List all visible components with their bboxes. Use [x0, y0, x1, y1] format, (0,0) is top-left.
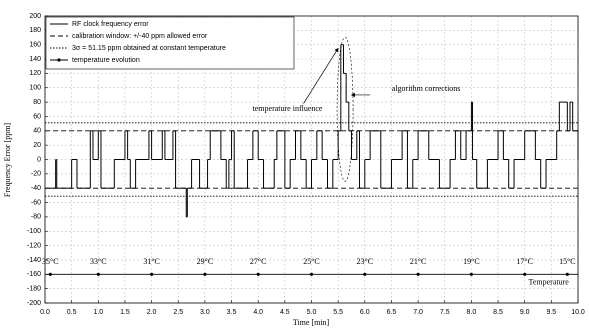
y-tick-label: 200: [29, 13, 41, 20]
y-tick-label: 60: [33, 113, 41, 120]
x-tick-label: 2.5: [173, 309, 183, 316]
x-tick-label: 9.5: [546, 309, 556, 316]
temperature-marker: [565, 272, 569, 276]
y-tick-label: 20: [33, 142, 41, 149]
annotation: temperature influence: [253, 104, 323, 113]
y-tick-label: -20: [31, 171, 41, 178]
temperature-label: 35°C: [42, 257, 59, 266]
x-tick-label: 9.0: [520, 309, 530, 316]
x-axis-title: Time [min]: [293, 318, 330, 327]
temperature-label: 21°C: [410, 257, 427, 266]
x-tick-label: 2.0: [147, 309, 157, 316]
temperature-marker: [523, 272, 527, 276]
x-tick-label: 3.0: [200, 309, 210, 316]
annotation: Temperature: [529, 278, 570, 287]
y-tick-label: -200: [27, 300, 41, 307]
temperature-marker: [309, 272, 314, 276]
legend-label: temperature evolution: [72, 57, 140, 64]
x-tick-label: 8.5: [493, 309, 503, 316]
y-tick-label: 160: [29, 42, 41, 49]
x-tick-label: 5.5: [333, 309, 343, 316]
legend-swatch: [57, 58, 61, 62]
temperature-marker: [48, 272, 52, 276]
temperature-label: 19°C: [463, 257, 480, 266]
legend-box: [45, 16, 295, 70]
temperature-label: 31°C: [143, 257, 160, 266]
y-tick-label: -60: [31, 199, 41, 206]
y-axis-title: Frequency Error [ppm]: [3, 123, 12, 198]
y-tick-label: 0: [37, 156, 41, 163]
temperature-marker: [416, 272, 420, 276]
x-tick-label: 0.5: [67, 309, 77, 316]
annotation-arrow: [303, 47, 339, 104]
legend-label: RF clock frequency error: [72, 21, 149, 28]
x-tick-label: 4.5: [280, 309, 290, 316]
y-tick-label: 140: [29, 56, 41, 63]
temperature-label: 33°C: [90, 257, 107, 266]
temperature-label: 25°C: [303, 257, 320, 266]
y-tick-label: 120: [29, 70, 41, 77]
temperature-label: 29°C: [197, 257, 214, 266]
y-tick-label: -100: [27, 228, 41, 235]
y-tick-label: 40: [33, 128, 41, 135]
x-tick-label: 1.0: [93, 309, 103, 316]
y-tick-label: 80: [33, 99, 41, 106]
temperature-marker: [150, 272, 154, 276]
legend-label: calibration window: +/-40 ppm allowed er…: [72, 33, 208, 40]
temperature-label: 15°C: [559, 257, 576, 266]
y-tick-label: 100: [29, 85, 41, 92]
y-tick-label: -180: [27, 285, 41, 292]
temperature-marker: [469, 272, 473, 276]
temperature-label: 27°C: [250, 257, 267, 266]
y-tick-label: -80: [31, 214, 41, 221]
x-tick-label: 1.5: [120, 309, 130, 316]
y-tick-label: -140: [27, 257, 41, 264]
x-tick-label: 6.0: [360, 309, 370, 316]
temperature-marker: [363, 272, 367, 276]
x-tick-label: 3.5: [227, 309, 237, 316]
x-tick-label: 4.0: [253, 309, 263, 316]
x-tick-label: 7.5: [440, 309, 450, 316]
y-tick-label: -160: [27, 271, 41, 278]
temperature-label: 17°C: [516, 257, 533, 266]
x-tick-label: 8.0: [467, 309, 477, 316]
temperature-marker: [203, 272, 207, 276]
x-tick-label: 0.0: [40, 309, 50, 316]
y-tick-label: -120: [27, 242, 41, 249]
legend-label: 3σ = 51.15 ppm obtained at constant temp…: [72, 45, 226, 52]
y-tick-label: -40: [31, 185, 41, 192]
x-tick-label: 7.0: [413, 309, 423, 316]
temperature-marker: [256, 272, 260, 276]
y-tick-label: 180: [29, 27, 41, 34]
x-tick-label: 5.0: [307, 309, 317, 316]
temperature-label: 23°C: [357, 257, 374, 266]
x-tick-label: 10.0: [571, 309, 585, 316]
annotation-ellipse: [336, 36, 354, 182]
x-tick-label: 6.5: [387, 309, 397, 316]
temperature-marker: [96, 272, 100, 276]
annotation: algorithm corrections: [392, 84, 461, 93]
